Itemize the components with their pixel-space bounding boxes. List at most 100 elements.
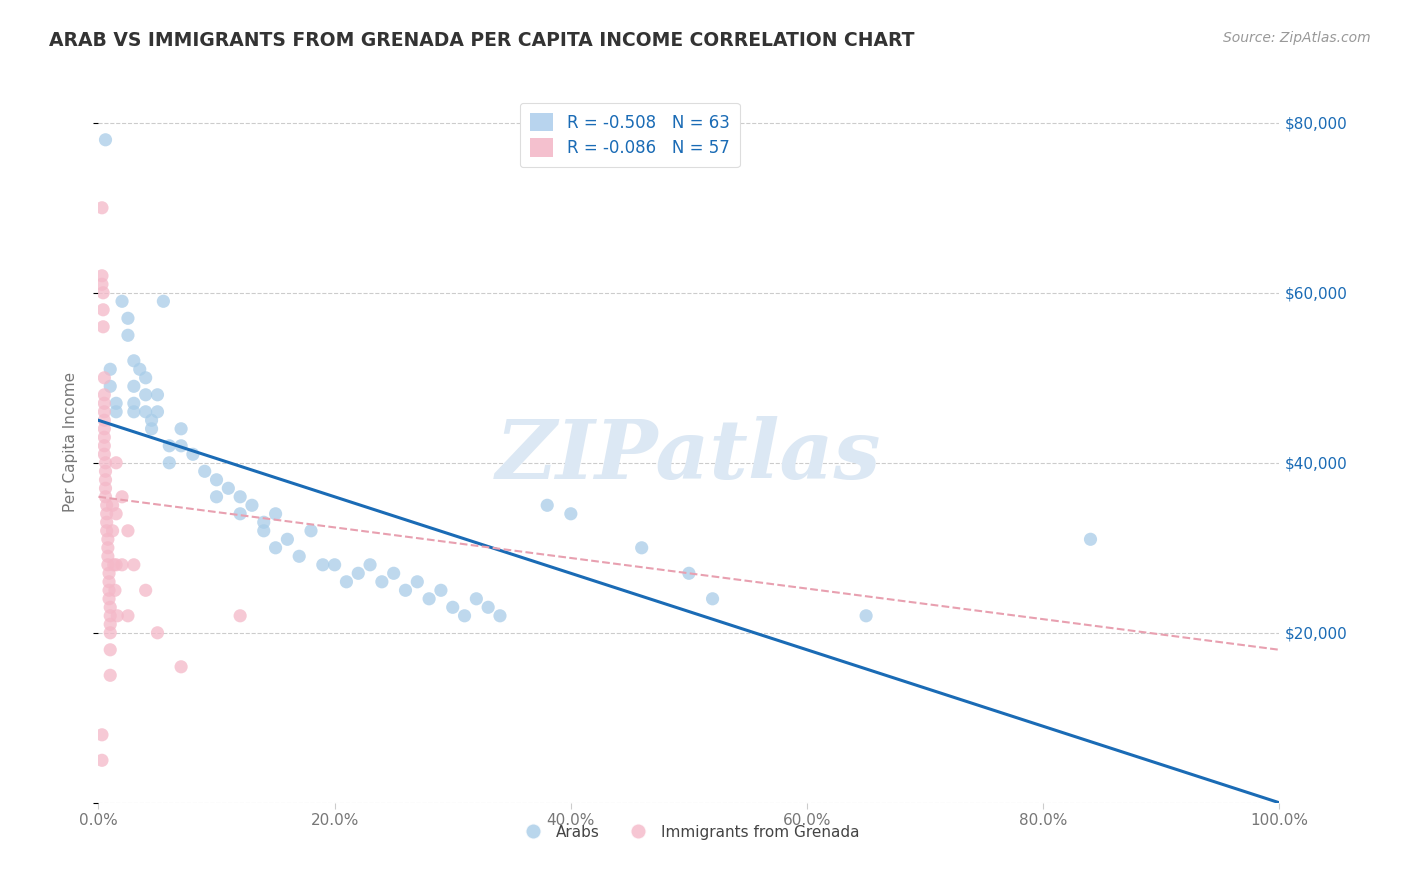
Point (229, 608, 252, 623)
Point (477, 600, 499, 615)
Point (146, 388, 169, 402)
Point (117, 608, 139, 623)
Point (93, 439, 115, 453)
Point (194, 464, 217, 478)
Point (111, 558, 134, 572)
Point (122, 396, 145, 410)
Point (181, 447, 204, 461)
Point (141, 422, 163, 436)
Point (122, 379, 145, 393)
Point (96, 524, 118, 538)
Point (105, 558, 128, 572)
Point (111, 490, 134, 504)
Point (91, 319, 114, 334)
Point (217, 481, 239, 495)
Point (359, 558, 381, 572)
Point (276, 533, 298, 547)
Point (253, 516, 276, 530)
Point (94, 464, 117, 478)
Point (152, 294, 174, 309)
Point (205, 490, 228, 504)
Point (98, 617, 121, 632)
Point (98, 591, 121, 606)
Point (91, 201, 114, 215)
Point (93, 447, 115, 461)
Point (91, 277, 114, 292)
Point (157, 439, 180, 453)
Point (382, 566, 405, 581)
Point (146, 405, 169, 419)
Point (170, 660, 193, 674)
Point (101, 498, 124, 512)
Point (97, 549, 120, 564)
Point (170, 439, 193, 453)
Point (98, 362, 121, 376)
Point (98, 583, 121, 598)
Point (91, 728, 114, 742)
Point (94, 133, 117, 147)
Point (105, 405, 128, 419)
Point (1080, 533, 1102, 547)
Point (91, 302, 114, 317)
Point (105, 396, 128, 410)
Point (229, 490, 252, 504)
Point (146, 625, 169, 640)
Point (264, 507, 287, 521)
Point (240, 498, 263, 512)
Text: ZIPatlas: ZIPatlas (496, 416, 882, 496)
Y-axis label: Per Capita Income: Per Capita Income (63, 371, 77, 512)
Point (97, 533, 120, 547)
Point (702, 591, 724, 606)
Point (105, 608, 128, 623)
Point (93, 371, 115, 385)
Point (103, 558, 125, 572)
Point (105, 507, 128, 521)
Point (98, 600, 121, 615)
Point (229, 507, 252, 521)
Text: ARAB VS IMMIGRANTS FROM GRENADA PER CAPITA INCOME CORRELATION CHART: ARAB VS IMMIGRANTS FROM GRENADA PER CAPI… (49, 31, 915, 50)
Point (141, 413, 163, 427)
Point (157, 456, 180, 470)
Point (855, 608, 877, 623)
Point (678, 566, 700, 581)
Point (93, 422, 115, 436)
Point (253, 524, 276, 538)
Point (406, 574, 429, 589)
Point (122, 405, 145, 419)
Point (394, 583, 416, 598)
Point (135, 583, 157, 598)
Point (312, 558, 335, 572)
Point (122, 353, 145, 368)
Legend: Arabs, Immigrants from Grenada: Arabs, Immigrants from Grenada (512, 819, 866, 846)
Point (489, 608, 512, 623)
Point (93, 413, 115, 427)
Point (441, 600, 464, 615)
Point (430, 583, 453, 598)
Point (117, 328, 139, 343)
Point (335, 574, 357, 589)
Point (97, 541, 120, 555)
Point (264, 541, 287, 555)
Point (98, 668, 121, 682)
Point (101, 524, 124, 538)
Text: Source: ZipAtlas.com: Source: ZipAtlas.com (1223, 31, 1371, 45)
Point (288, 549, 311, 564)
Point (371, 574, 394, 589)
Point (299, 524, 322, 538)
Point (97, 558, 120, 572)
Point (135, 405, 157, 419)
Point (93, 430, 115, 444)
Point (323, 558, 346, 572)
Point (93, 396, 115, 410)
Point (98, 642, 121, 657)
Point (93, 405, 115, 419)
Point (94, 481, 117, 495)
Point (117, 311, 139, 326)
Point (96, 516, 118, 530)
Point (135, 388, 157, 402)
Point (94, 456, 117, 470)
Point (347, 566, 370, 581)
Point (122, 558, 145, 572)
Point (630, 541, 652, 555)
Point (135, 371, 157, 385)
